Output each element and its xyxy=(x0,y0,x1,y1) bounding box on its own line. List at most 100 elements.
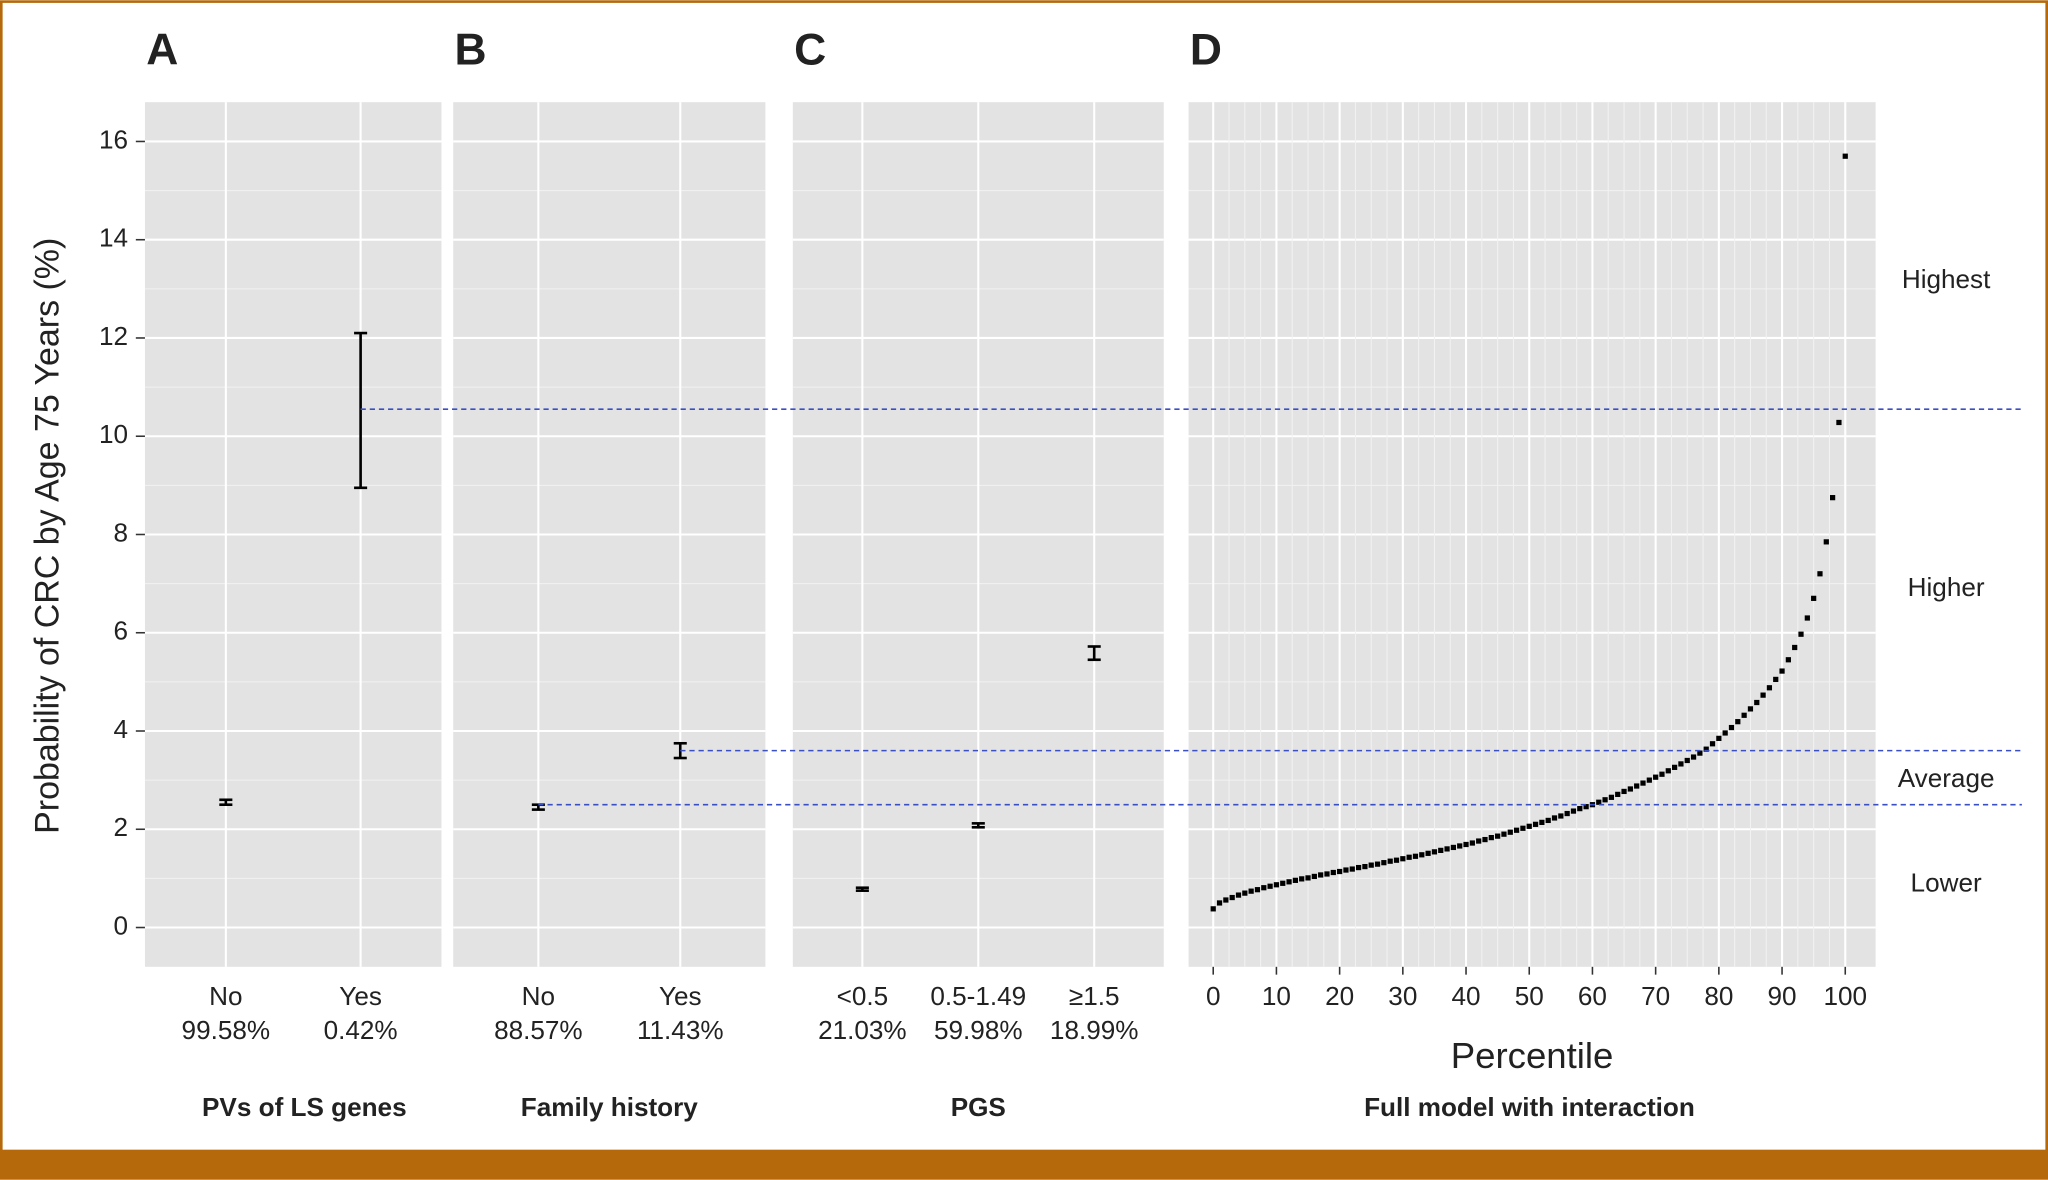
point xyxy=(1393,857,1400,863)
point xyxy=(1419,852,1425,858)
point xyxy=(1836,419,1842,426)
y-tick-label: 4 xyxy=(113,714,128,744)
point xyxy=(1558,813,1564,819)
x-tick-label: No xyxy=(522,981,555,1011)
point xyxy=(1229,894,1235,901)
point xyxy=(1602,797,1608,803)
point xyxy=(1292,877,1298,883)
point xyxy=(1381,860,1387,866)
point xyxy=(1235,892,1242,898)
panel-x-label: Family history xyxy=(521,1092,698,1122)
point xyxy=(1457,843,1463,849)
x-tick-label: 70 xyxy=(1641,981,1670,1011)
point xyxy=(1760,692,1766,698)
point xyxy=(1450,844,1457,851)
point xyxy=(1343,867,1349,873)
panel-x-label: PGS xyxy=(951,1092,1006,1122)
point xyxy=(1305,875,1311,881)
x-tick-share: 99.58% xyxy=(182,1015,271,1045)
x-tick-label: 20 xyxy=(1325,981,1354,1011)
y-tick-label: 16 xyxy=(99,124,128,154)
x-tick-label: 50 xyxy=(1515,981,1544,1011)
footer-bar xyxy=(0,1149,2048,1180)
point xyxy=(1817,571,1823,577)
point xyxy=(1261,885,1267,891)
x-tick-share: 18.99% xyxy=(1050,1015,1139,1045)
region-label: Lower xyxy=(1911,867,1982,897)
point xyxy=(1653,774,1659,780)
region-label: Highest xyxy=(1902,264,1991,294)
point xyxy=(1545,817,1551,824)
x-tick-share: 21.03% xyxy=(818,1015,907,1045)
y-tick-label: 8 xyxy=(113,517,128,547)
point xyxy=(1355,864,1362,871)
point xyxy=(1438,847,1444,853)
x-tick-label: <0.5 xyxy=(837,981,889,1011)
point xyxy=(1216,900,1223,906)
point xyxy=(1299,876,1305,882)
point xyxy=(1596,799,1602,805)
point xyxy=(1280,880,1286,886)
point xyxy=(1254,887,1261,893)
point xyxy=(1330,869,1336,876)
point xyxy=(1400,856,1406,862)
y-axis-title: Probability of CRC by Age 75 Years (%) xyxy=(29,238,67,834)
panel-letter: D xyxy=(1190,25,1222,74)
point xyxy=(1210,906,1216,912)
point xyxy=(1716,735,1722,741)
x-tick-label: 100 xyxy=(1823,981,1867,1011)
point xyxy=(1406,854,1412,860)
x-tick-label: ≥1.5 xyxy=(1069,981,1120,1011)
point xyxy=(1368,862,1374,868)
point xyxy=(1520,825,1526,831)
point xyxy=(1286,879,1292,885)
point xyxy=(1495,833,1501,839)
point xyxy=(1431,849,1438,855)
point xyxy=(1785,657,1791,663)
point xyxy=(1741,712,1747,718)
point xyxy=(1615,791,1621,797)
point xyxy=(1627,786,1633,792)
point xyxy=(1766,685,1773,691)
point xyxy=(1463,841,1469,848)
point xyxy=(1709,741,1716,747)
point xyxy=(1823,539,1829,545)
x-tick-share: 59.98% xyxy=(934,1015,1023,1045)
region-label: Average xyxy=(1898,763,1995,793)
point xyxy=(1684,757,1690,764)
point xyxy=(1697,750,1703,756)
point xyxy=(1488,834,1494,841)
point xyxy=(1621,788,1627,795)
point xyxy=(1223,897,1229,903)
y-tick-label: 2 xyxy=(113,812,128,842)
point xyxy=(1830,495,1836,501)
x-tick-share: 0.42% xyxy=(324,1015,398,1045)
x-tick-label: 10 xyxy=(1262,981,1291,1011)
point xyxy=(1798,631,1804,637)
panel-letter: B xyxy=(455,25,487,74)
point xyxy=(1444,846,1450,852)
y-tick-label: 14 xyxy=(99,223,128,253)
x-tick-label: No xyxy=(209,981,242,1011)
point xyxy=(1640,780,1646,786)
point xyxy=(1735,719,1741,725)
point xyxy=(1646,777,1652,783)
point xyxy=(1634,783,1640,789)
x-tick-label: 90 xyxy=(1768,981,1797,1011)
panel-x-label: PVs of LS genes xyxy=(202,1092,407,1122)
y-tick-label: 0 xyxy=(113,910,128,940)
point xyxy=(1842,153,1848,159)
point xyxy=(1248,888,1254,894)
point xyxy=(1539,819,1545,825)
point xyxy=(1374,861,1381,867)
y-tick-label: 10 xyxy=(99,419,128,449)
point xyxy=(1412,853,1419,859)
point xyxy=(1659,771,1665,777)
x-tick-label: Yes xyxy=(659,981,702,1011)
point xyxy=(1747,706,1754,712)
x-tick-label: Yes xyxy=(339,981,382,1011)
x-tick-label: 0.5-1.49 xyxy=(930,981,1026,1011)
point xyxy=(1273,882,1280,888)
